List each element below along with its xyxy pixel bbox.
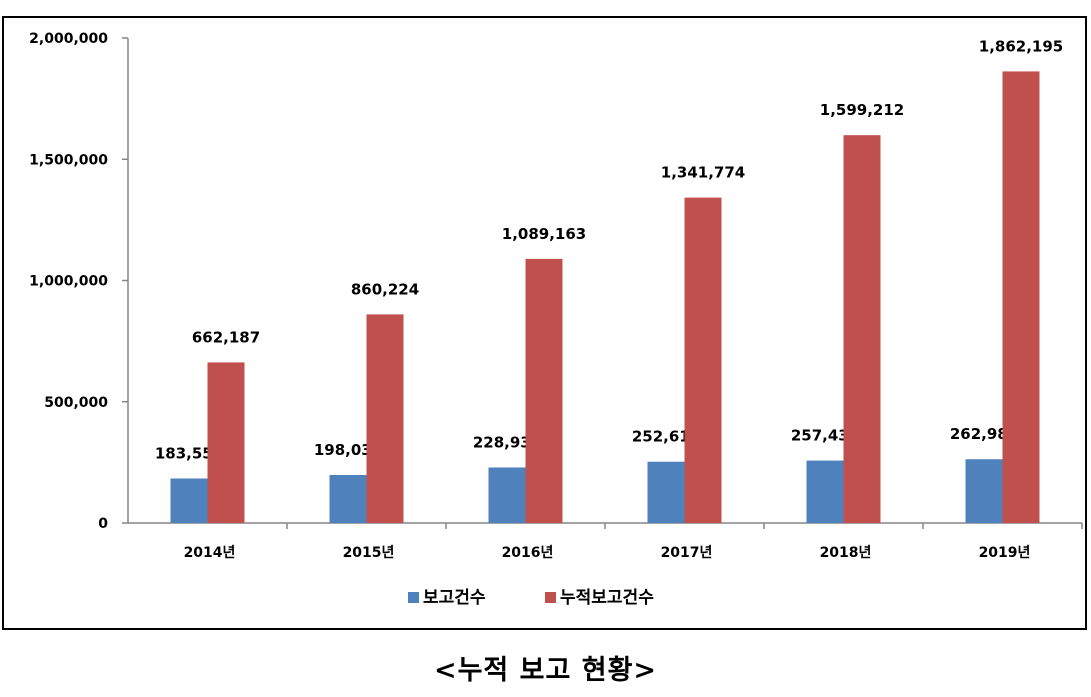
data-label: 228,939 — [473, 433, 541, 451]
data-label: 1,599,212 — [820, 101, 904, 119]
legend-label: 보고건수 — [423, 588, 486, 608]
y-tick-label: 0 — [98, 516, 108, 532]
chart-frame: 0 500,000 1,000,000 1,500,000 2,000,000 2014년… — [2, 16, 1087, 630]
x-tick-label: 2016년 — [502, 545, 554, 561]
bar-report-count — [647, 461, 685, 523]
bar-report-count — [329, 474, 367, 523]
data-label: 198,037 — [314, 441, 382, 459]
bar-report-count — [488, 467, 526, 523]
bar-cumulative-count — [843, 135, 881, 523]
data-label: 860,224 — [351, 280, 419, 298]
data-label: 1,341,774 — [661, 164, 745, 182]
y-tick-label: 500,000 — [44, 395, 108, 411]
data-label: 262,983 — [950, 425, 1018, 443]
bar-cumulative-count — [525, 258, 563, 523]
x-tick-label: 2015년 — [343, 545, 395, 561]
data-label: 1,089,163 — [502, 225, 586, 243]
x-tick-label: 2014년 — [184, 545, 236, 561]
bar-cumulative-count — [1002, 71, 1040, 523]
data-label: 183,554 — [155, 444, 223, 462]
data-label: 257,438 — [791, 427, 859, 445]
bar-report-count — [806, 460, 844, 523]
data-label: 1,862,195 — [979, 37, 1063, 55]
bar-cumulative-count — [684, 197, 722, 523]
bar-chart: 0 500,000 1,000,000 1,500,000 2,000,000 2014년… — [29, 31, 1083, 608]
data-label: 252,611 — [632, 428, 700, 446]
bar-report-count — [965, 459, 1003, 523]
bar-report-count — [170, 478, 208, 523]
data-label: 662,187 — [192, 328, 260, 346]
legend-swatch — [408, 592, 419, 603]
legend-label: 누적보고건수 — [560, 588, 654, 608]
y-tick-label: 1,000,000 — [29, 274, 108, 290]
x-tick-label: 2017년 — [661, 545, 713, 561]
y-tick-label: 1,500,000 — [29, 152, 108, 168]
x-tick-label: 2018년 — [820, 545, 872, 561]
y-tick-label: 2,000,000 — [29, 31, 108, 47]
bar-cumulative-count — [207, 362, 245, 523]
chart-caption: <누적 보고 현황> — [433, 655, 658, 686]
x-tick-label: 2019년 — [979, 545, 1031, 561]
legend-swatch — [545, 592, 556, 603]
bar-cumulative-count — [366, 314, 404, 523]
